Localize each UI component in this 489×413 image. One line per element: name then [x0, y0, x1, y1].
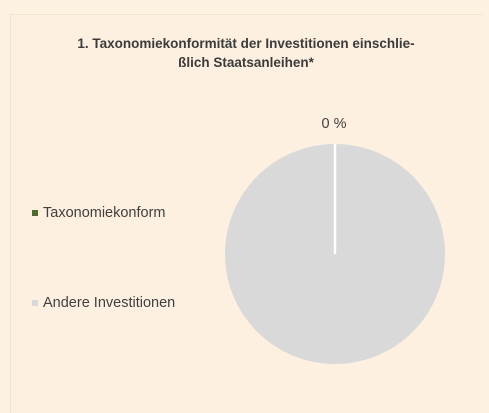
- chart-title-line-2: ßlich Staatsanleihen*: [178, 55, 314, 70]
- pie-slices: [225, 144, 445, 364]
- chart-title-line-1: 1. Taxonomiekonformität der Investitione…: [77, 36, 415, 51]
- chart-title: 1. Taxonomiekonformität der Investitione…: [11, 34, 481, 72]
- legend-item-andere-investitionen: Andere Investitionen: [32, 295, 175, 311]
- data-label-taxonomiekonform: 0 %: [322, 116, 347, 132]
- legend-item-taxonomiekonform: Taxonomiekonform: [32, 205, 166, 221]
- legend-swatch-andere-investitionen: [32, 300, 38, 306]
- legend-swatch-taxonomiekonform: [32, 210, 38, 216]
- legend-label-taxonomiekonform: Taxonomiekonform: [43, 205, 166, 221]
- legend-label-andere-investitionen: Andere Investitionen: [43, 295, 176, 311]
